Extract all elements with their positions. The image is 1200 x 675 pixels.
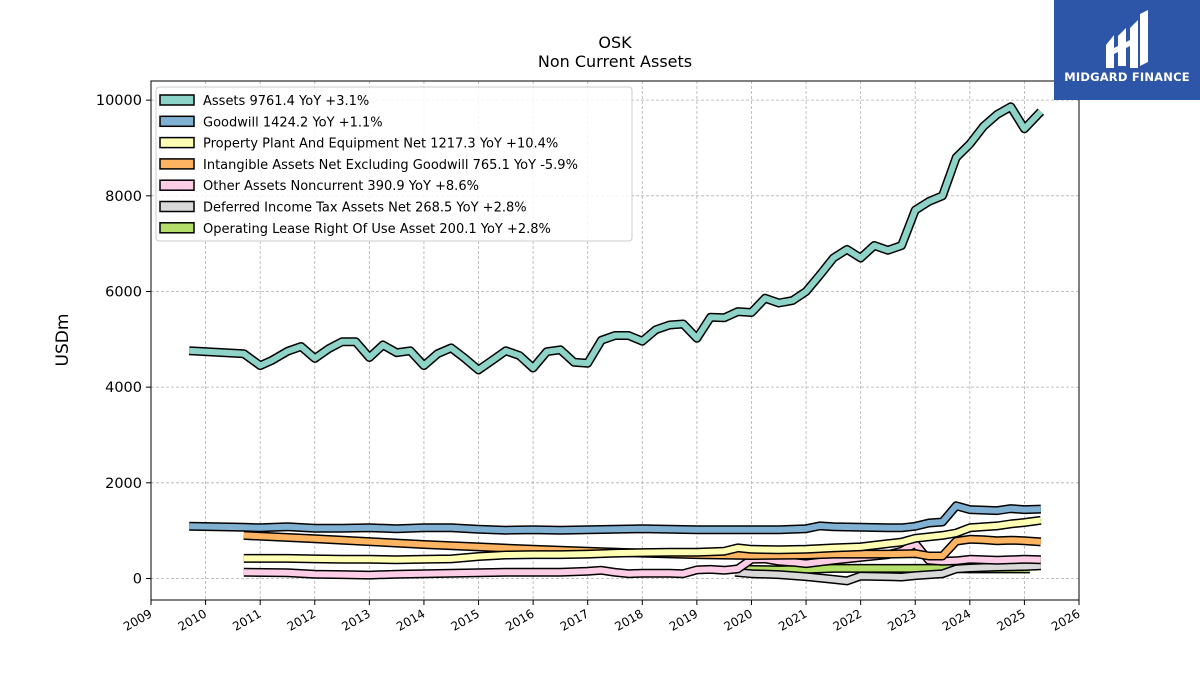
legend-label: Deferred Income Tax Assets Net 268.5 YoY… — [203, 201, 527, 216]
x-tick-label: 2020 — [722, 606, 755, 633]
legend-box — [155, 86, 633, 242]
x-tick-label: 2015 — [449, 606, 482, 633]
chart-title: OSK — [598, 33, 632, 52]
legend-label: Operating Lease Right Of Use Asset 200.1… — [203, 222, 551, 237]
x-tick-label: 2019 — [667, 606, 700, 633]
legend-swatch — [159, 136, 195, 149]
legend-label: Property Plant And Equipment Net 1217.3 … — [203, 137, 558, 152]
y-tick-label: 0 — [133, 571, 142, 587]
x-tick-label: 2025 — [994, 606, 1027, 633]
x-tick-label: 2017 — [558, 606, 591, 633]
series-line-intangible-assets-net-excluding-goodwill — [243, 532, 1042, 559]
y-tick-label: 10000 — [96, 93, 142, 109]
legend-swatch — [159, 115, 195, 128]
legend-label: Goodwill 1424.2 YoY +1.1% — [203, 115, 383, 130]
y-tick-label: 4000 — [105, 380, 142, 396]
x-tick-label: 2009 — [121, 606, 154, 633]
y-axis: 0 2000 4000 6000 8000 10000 — [96, 93, 151, 587]
y-axis-label: USDm — [53, 314, 73, 367]
midgard-logo-icon — [1106, 10, 1148, 68]
x-tick-label: 2018 — [612, 606, 645, 633]
x-tick-label: 2014 — [394, 606, 427, 633]
y-tick-label: 6000 — [105, 284, 142, 300]
x-tick-label: 2011 — [230, 606, 263, 633]
x-tick-label: 2013 — [339, 606, 372, 633]
legend-swatch — [159, 179, 195, 191]
x-tick-label: 2022 — [831, 606, 864, 633]
series-line-deferred-income-tax-assets-net — [734, 562, 1041, 584]
brand-name: MIDGARD FINANCE — [1064, 70, 1190, 84]
brand-logo: MIDGARD FINANCE — [1054, 0, 1200, 100]
y-tick-label: 2000 — [105, 476, 142, 492]
plot-frame — [150, 80, 1080, 601]
legend-swatch — [159, 158, 195, 170]
series-lines — [188, 102, 1045, 586]
legend: Assets 9761.4 YoY +3.1% Goodwill 1424.2 Y… — [155, 86, 633, 242]
x-tick-label: 2012 — [285, 606, 318, 633]
chart-subtitle: Non Current Assets — [537, 52, 693, 71]
x-tick-label: 2026 — [1049, 606, 1082, 633]
legend-swatch — [159, 94, 195, 106]
x-tick-label: 2010 — [176, 606, 209, 633]
series-line-goodwill — [189, 502, 1041, 534]
series-line-assets — [189, 103, 1043, 373]
legend-swatch — [159, 200, 195, 213]
legend-label: Other Assets Noncurrent 390.9 YoY +8.6% — [203, 179, 479, 194]
x-axis: 2009 2010 2011 2012 2013 2014 2015 2016 2017 2018… — [121, 600, 1083, 634]
y-tick-label: 8000 — [105, 189, 142, 205]
x-tick-label: 2021 — [776, 606, 809, 633]
series-line-property-plant-and-equipment-net — [243, 517, 1042, 563]
x-tick-label: 2023 — [885, 606, 918, 633]
legend-swatch — [159, 222, 195, 234]
legend-label: Assets 9761.4 YoY +3.1% — [203, 94, 369, 109]
x-tick-label: 2016 — [503, 606, 536, 633]
x-tick-label: 2024 — [940, 606, 973, 633]
legend-label: Intangible Assets Net Excluding Goodwill… — [203, 158, 578, 173]
series-line-other-assets-noncurrent — [243, 540, 1041, 579]
